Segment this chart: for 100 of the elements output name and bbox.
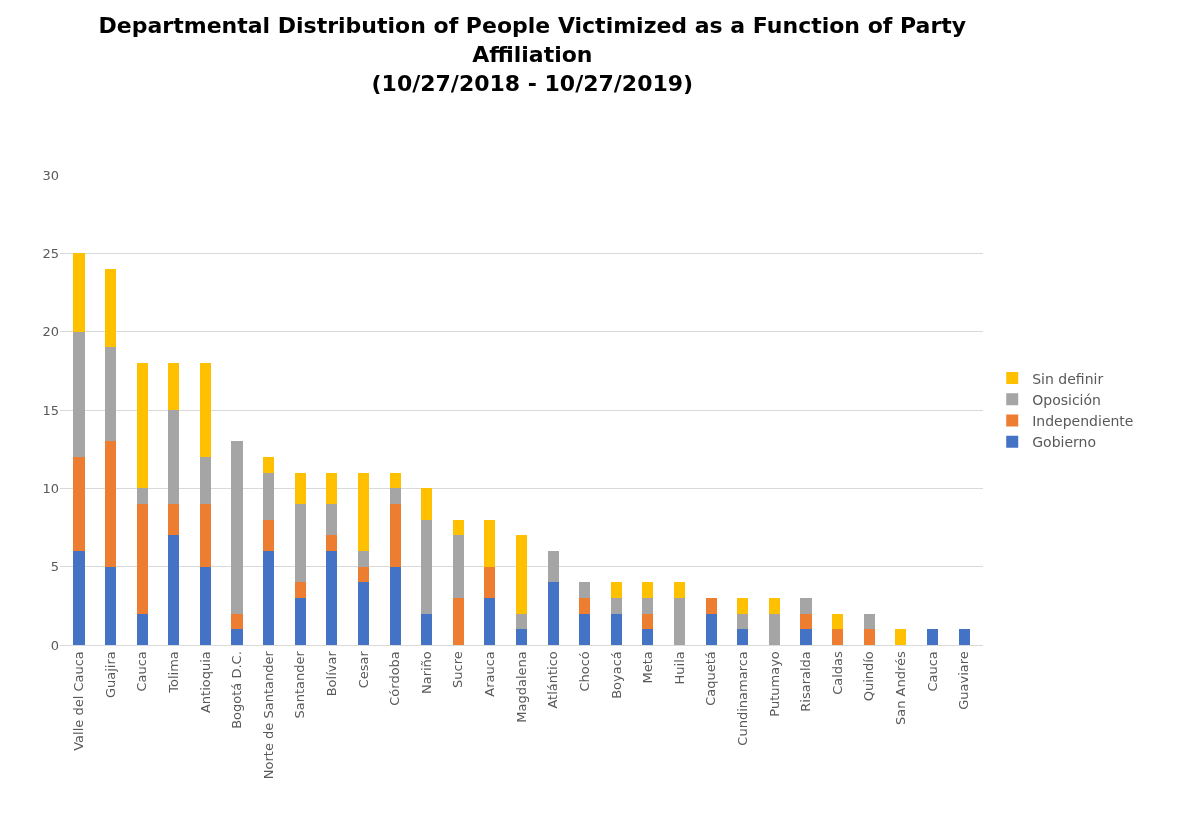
bar <box>294 598 306 645</box>
bar <box>168 410 180 504</box>
bar <box>579 598 591 614</box>
bar <box>326 504 338 536</box>
bar <box>484 519 496 567</box>
x-tick-label: Norte de Santander <box>260 650 276 780</box>
bar <box>642 598 654 614</box>
x-tick-label: Caquetá <box>703 651 719 706</box>
bar <box>326 551 338 645</box>
x-tick-label: Valle del Cauca <box>71 651 87 751</box>
bar <box>263 472 275 520</box>
bar <box>136 488 148 504</box>
bar <box>168 363 180 410</box>
bar <box>231 629 243 645</box>
x-tick-label: Tolima <box>166 651 182 694</box>
bar <box>73 551 85 645</box>
x-tick-label: Cesar <box>355 650 371 689</box>
bar <box>389 488 401 504</box>
bar <box>484 566 496 598</box>
x-tick-label: Quindío <box>861 651 877 702</box>
bar <box>199 566 211 645</box>
x-tick-label: San Andrés <box>893 650 909 726</box>
bar <box>579 582 591 598</box>
bar <box>642 582 654 598</box>
bar <box>168 504 180 536</box>
x-tick-label: Nariño <box>418 651 434 695</box>
bar <box>705 598 717 614</box>
bar <box>610 613 622 645</box>
y-tick-label: 5 <box>50 559 59 575</box>
y-tick-label: 0 <box>50 637 59 653</box>
bar <box>357 582 369 645</box>
bar <box>610 598 622 614</box>
x-tick-label: Antioquia <box>197 651 213 714</box>
bar <box>263 519 275 551</box>
bar <box>294 504 306 583</box>
bar <box>958 629 970 645</box>
bar <box>642 613 654 630</box>
bar <box>231 613 243 630</box>
legend-label: Independiente <box>1032 412 1134 429</box>
x-tick-label: Córdoba <box>387 651 403 706</box>
bar <box>515 629 528 645</box>
bar <box>579 613 591 645</box>
bar <box>136 504 148 614</box>
x-tick-label: Bogotá D.C. <box>229 651 245 729</box>
bar <box>926 629 938 645</box>
x-tick-label: Guaviare <box>956 651 972 710</box>
x-tick-label: Boyacá <box>608 651 624 699</box>
bar <box>895 629 907 645</box>
chart-title: Departmental Distribution of People Victimized as a Function of Party Affiliation (10/27/2018 - 10/27/2019) <box>98 13 967 96</box>
bar <box>737 613 749 630</box>
bar <box>863 629 875 645</box>
bar <box>547 551 559 583</box>
bar <box>642 629 654 645</box>
bar <box>800 613 812 630</box>
bar <box>326 472 338 504</box>
legend-label: Oposición <box>1032 391 1101 408</box>
y-tick-label: 15 <box>42 402 59 418</box>
bar <box>389 504 401 567</box>
x-tick-label: Magdalena <box>513 651 529 723</box>
x-tick-label: Chocó <box>576 651 592 692</box>
bar <box>452 598 464 645</box>
bar <box>263 457 275 473</box>
bar <box>326 535 338 551</box>
bar <box>800 598 812 614</box>
bar <box>421 488 433 520</box>
bar <box>737 629 749 645</box>
bar <box>674 582 686 598</box>
bar <box>263 551 275 645</box>
bar <box>800 629 812 645</box>
bar <box>105 269 117 348</box>
y-tick-label: 10 <box>42 480 59 496</box>
legend-label: Sin definir <box>1032 370 1104 387</box>
y-tick-label: 30 <box>42 167 59 183</box>
bar <box>674 598 686 645</box>
x-tick-label: Cauca <box>134 651 150 692</box>
bar <box>199 504 211 567</box>
bar <box>832 613 844 630</box>
y-tick-label: 20 <box>42 324 59 340</box>
bar <box>136 613 148 645</box>
bar <box>105 566 117 645</box>
bar <box>515 535 528 614</box>
bar <box>421 613 433 645</box>
bar <box>357 551 369 567</box>
bar <box>452 535 464 598</box>
bar <box>863 613 875 630</box>
bar <box>294 472 306 504</box>
bar <box>294 582 306 598</box>
bar <box>610 582 622 598</box>
bar <box>105 347 117 442</box>
bar <box>515 613 528 630</box>
legend-label: Gobierno <box>1032 434 1096 451</box>
x-tick-label: Cundinamarca <box>734 651 750 746</box>
bar <box>389 566 401 645</box>
bar <box>705 613 717 645</box>
bar <box>768 598 780 614</box>
x-tick-label: Sucre <box>450 651 466 688</box>
x-tick-label: Putumayo <box>766 651 782 717</box>
bar <box>768 613 780 645</box>
bar <box>547 582 559 645</box>
x-tick-label: Huila <box>671 651 687 685</box>
